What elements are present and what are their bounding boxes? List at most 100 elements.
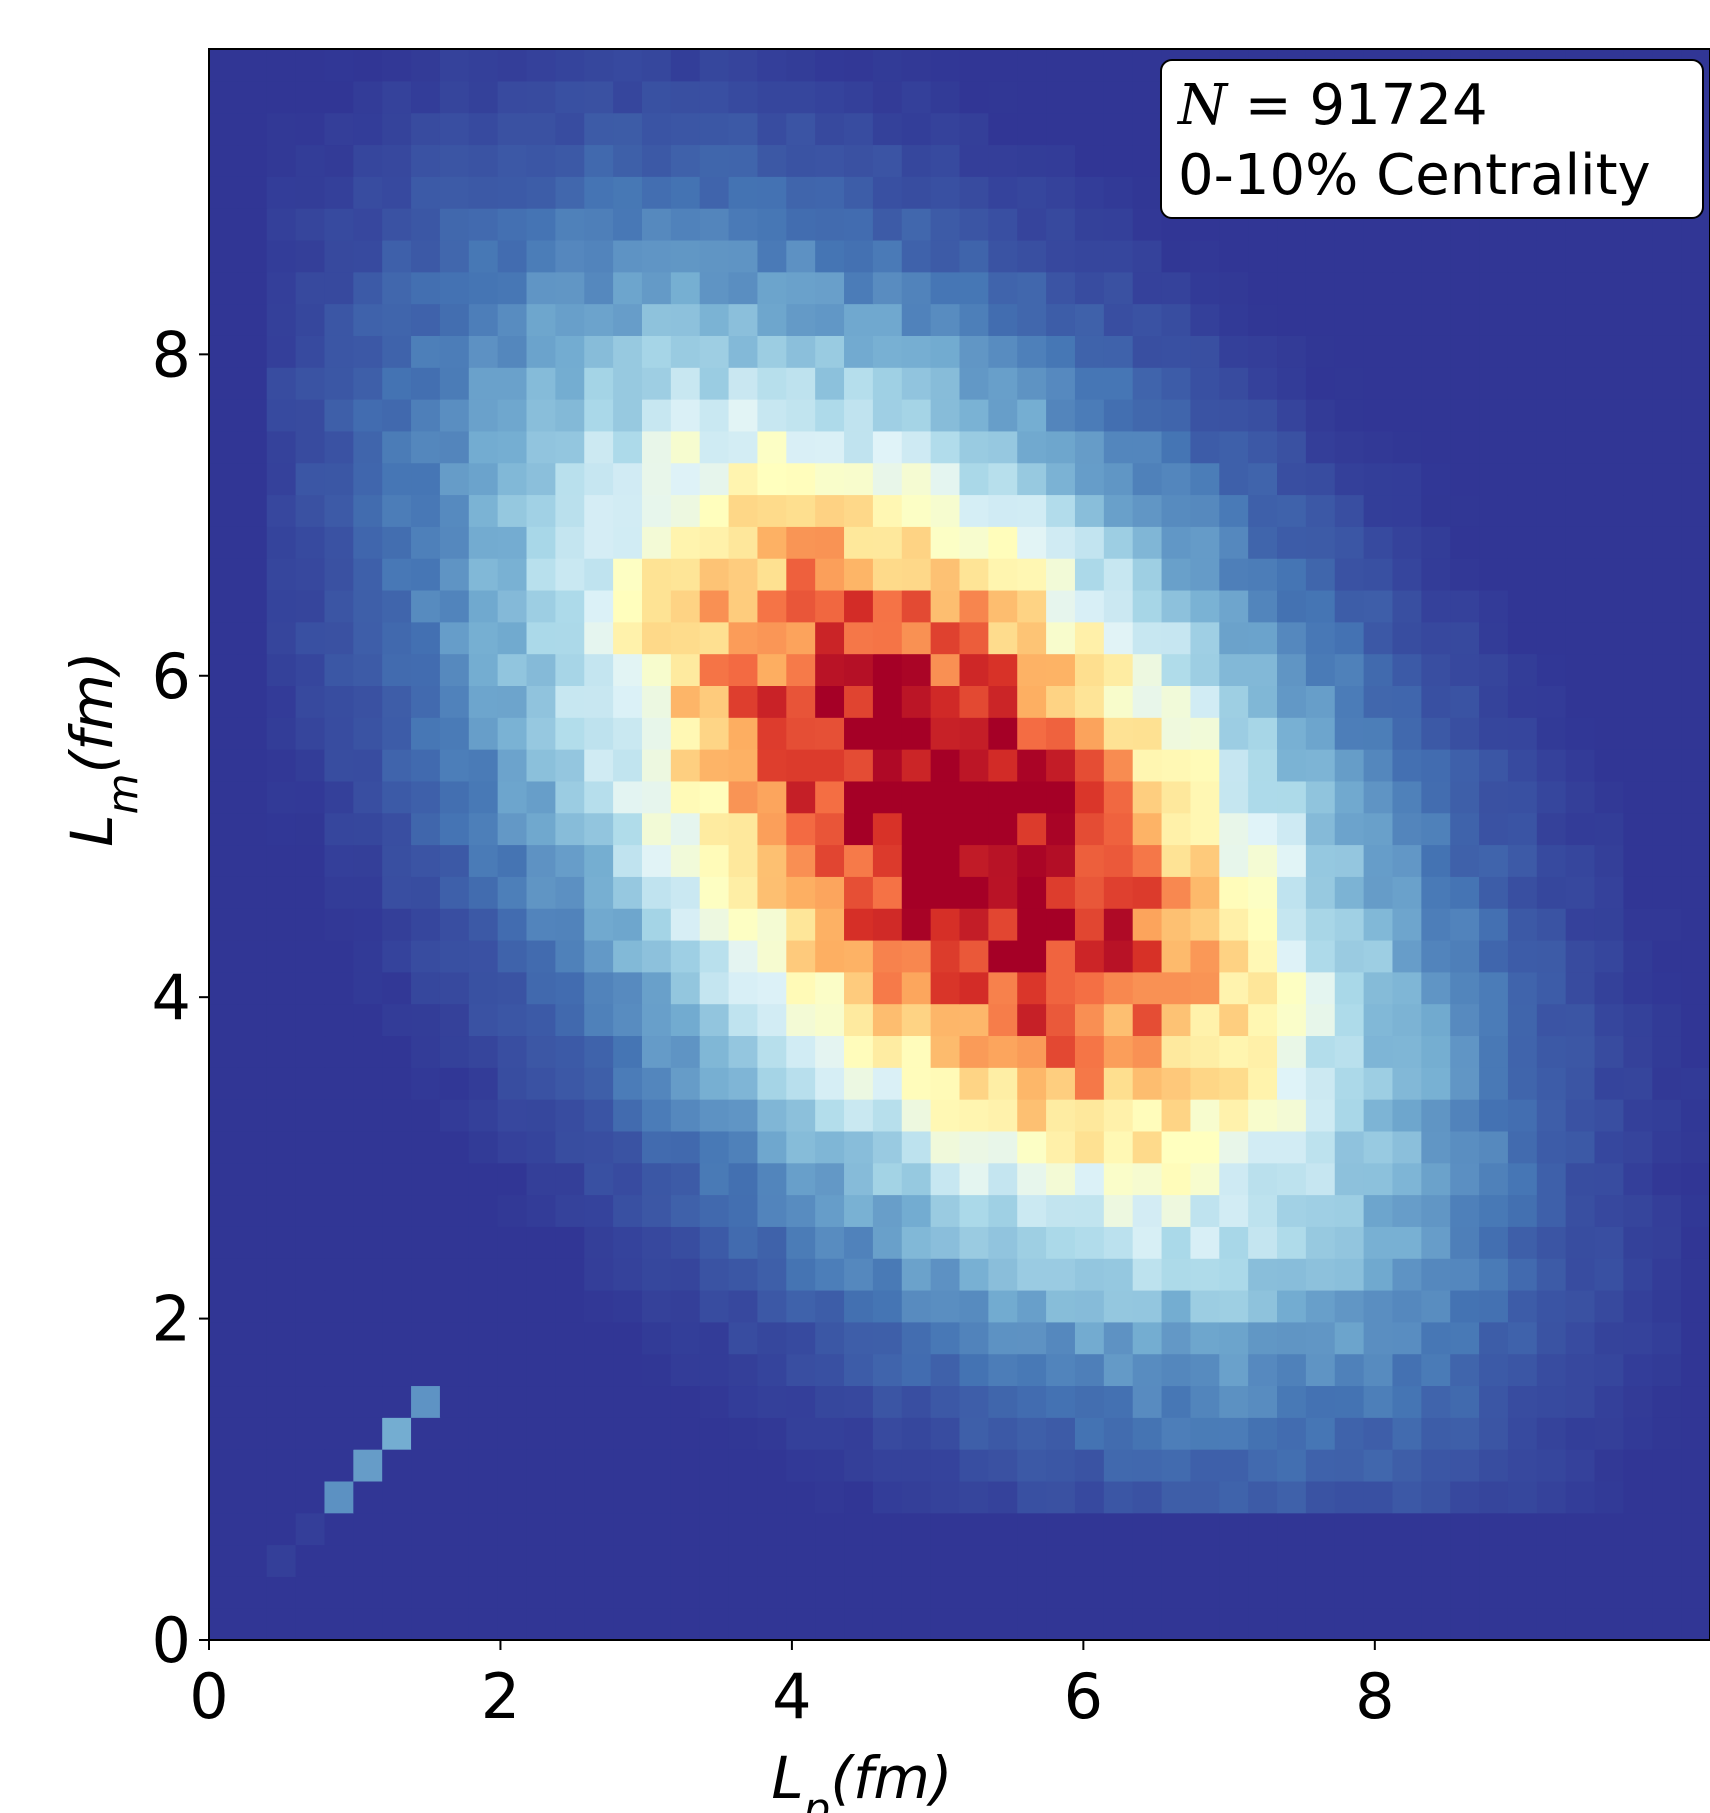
heatmap-cell	[1334, 1449, 1365, 1482]
heatmap-cell	[757, 717, 787, 750]
heatmap-cell	[411, 1385, 441, 1418]
heatmap-cell	[266, 1512, 297, 1546]
heatmap-cell	[1190, 494, 1220, 527]
heatmap-cell	[526, 685, 556, 718]
heatmap-cell	[786, 1003, 816, 1037]
heatmap-cell	[1536, 1162, 1567, 1196]
heatmap-cell	[901, 1449, 932, 1482]
heatmap-cell	[584, 717, 614, 750]
heatmap-cell	[1594, 653, 1625, 686]
heatmap-cell	[613, 780, 643, 814]
heatmap-cell	[1479, 558, 1509, 591]
heatmap-cell	[439, 144, 470, 177]
heatmap-cell	[382, 303, 412, 336]
heatmap-cell	[1392, 1576, 1422, 1609]
heatmap-cell	[1450, 589, 1480, 623]
heatmap-cell	[1190, 971, 1220, 1005]
heatmap-cell	[209, 780, 239, 814]
heatmap-cell	[382, 1258, 412, 1291]
heatmap-cell	[439, 176, 470, 209]
heatmap-cell	[237, 1035, 268, 1068]
heatmap-cell	[1421, 1321, 1451, 1355]
heatmap-cell	[237, 717, 268, 750]
heatmap-cell	[1017, 526, 1047, 559]
heatmap-cell	[1681, 780, 1710, 814]
heatmap-cell	[353, 367, 383, 400]
heatmap-cell	[237, 749, 268, 782]
heatmap-cell	[209, 1130, 239, 1164]
heatmap-cell	[1594, 1162, 1625, 1196]
heatmap-cell	[1392, 399, 1422, 432]
heatmap-cell	[757, 621, 787, 655]
heatmap-cell	[641, 144, 672, 177]
heatmap-cell	[670, 1480, 701, 1514]
heatmap-cell	[1103, 589, 1134, 623]
heatmap-cell	[1248, 494, 1278, 527]
heatmap-cell	[1017, 335, 1047, 368]
heatmap-cell	[411, 399, 441, 432]
heatmap-cell	[1074, 1194, 1105, 1227]
heatmap-cell	[1565, 685, 1596, 718]
heatmap-cell	[757, 1035, 787, 1068]
heatmap-cell	[1161, 685, 1192, 718]
heatmap-cell	[237, 653, 268, 686]
heatmap-cell	[1190, 239, 1220, 273]
heatmap-cell	[1594, 1258, 1625, 1291]
heatmap-cell	[1392, 589, 1422, 623]
heatmap-cell	[1681, 526, 1710, 559]
heatmap-cell	[526, 49, 556, 82]
heatmap-cell	[1652, 1130, 1682, 1164]
heatmap-cell	[988, 558, 1018, 591]
heatmap-cell	[641, 303, 672, 336]
heatmap-cell	[526, 1449, 556, 1482]
heatmap-cell	[439, 526, 470, 559]
heatmap-cell	[1277, 430, 1307, 464]
heatmap-cell	[641, 271, 672, 305]
heatmap-cell	[1046, 176, 1076, 209]
heatmap-cell	[324, 176, 354, 209]
heatmap-cell	[1536, 1353, 1567, 1387]
heatmap-cell	[728, 844, 759, 877]
heatmap-cell	[584, 271, 614, 305]
heatmap-cell	[411, 589, 441, 623]
heatmap-cell	[324, 1289, 354, 1323]
heatmap-cell	[295, 1162, 326, 1196]
heatmap-cell	[613, 653, 643, 686]
heatmap-cell	[959, 462, 989, 496]
heatmap-cell	[353, 971, 383, 1005]
heatmap-cell	[757, 1449, 787, 1482]
heatmap-cell	[1046, 908, 1076, 941]
heatmap-cell	[1594, 1035, 1625, 1068]
heatmap-cell	[1103, 271, 1134, 305]
heatmap-cell	[1103, 526, 1134, 559]
heatmap-cell	[209, 430, 239, 464]
heatmap-cell	[1681, 367, 1710, 400]
heatmap-cell	[1392, 717, 1422, 750]
heatmap-cell	[1421, 1003, 1451, 1037]
heatmap-cell	[757, 1608, 787, 1641]
heatmap-cell	[1334, 1130, 1365, 1164]
heatmap-cell	[1652, 335, 1682, 368]
heatmap-cell	[1305, 1608, 1336, 1641]
heatmap-cell	[209, 1289, 239, 1323]
heatmap-cell	[930, 112, 961, 146]
heatmap-cell	[1594, 526, 1625, 559]
heatmap-cell	[699, 271, 730, 305]
heatmap-cell	[1334, 1258, 1365, 1291]
heatmap-cell	[295, 1289, 326, 1323]
heatmap-cell	[526, 717, 556, 750]
heatmap-cell	[1277, 1576, 1307, 1609]
heatmap-cell	[1190, 1480, 1220, 1514]
heatmap-cell	[1277, 1544, 1307, 1577]
heatmap-cell	[844, 1067, 874, 1100]
heatmap-cell	[901, 844, 932, 877]
heatmap-cell	[1565, 1003, 1596, 1037]
heatmap-cell	[959, 1194, 989, 1227]
heatmap-cell	[1594, 399, 1625, 432]
heatmap-cell	[728, 653, 759, 686]
heatmap-cell	[468, 1385, 499, 1418]
heatmap-cell	[1248, 1003, 1278, 1037]
heatmap-cell	[1334, 526, 1365, 559]
heatmap-cell	[497, 558, 528, 591]
heatmap-cell	[266, 876, 297, 909]
